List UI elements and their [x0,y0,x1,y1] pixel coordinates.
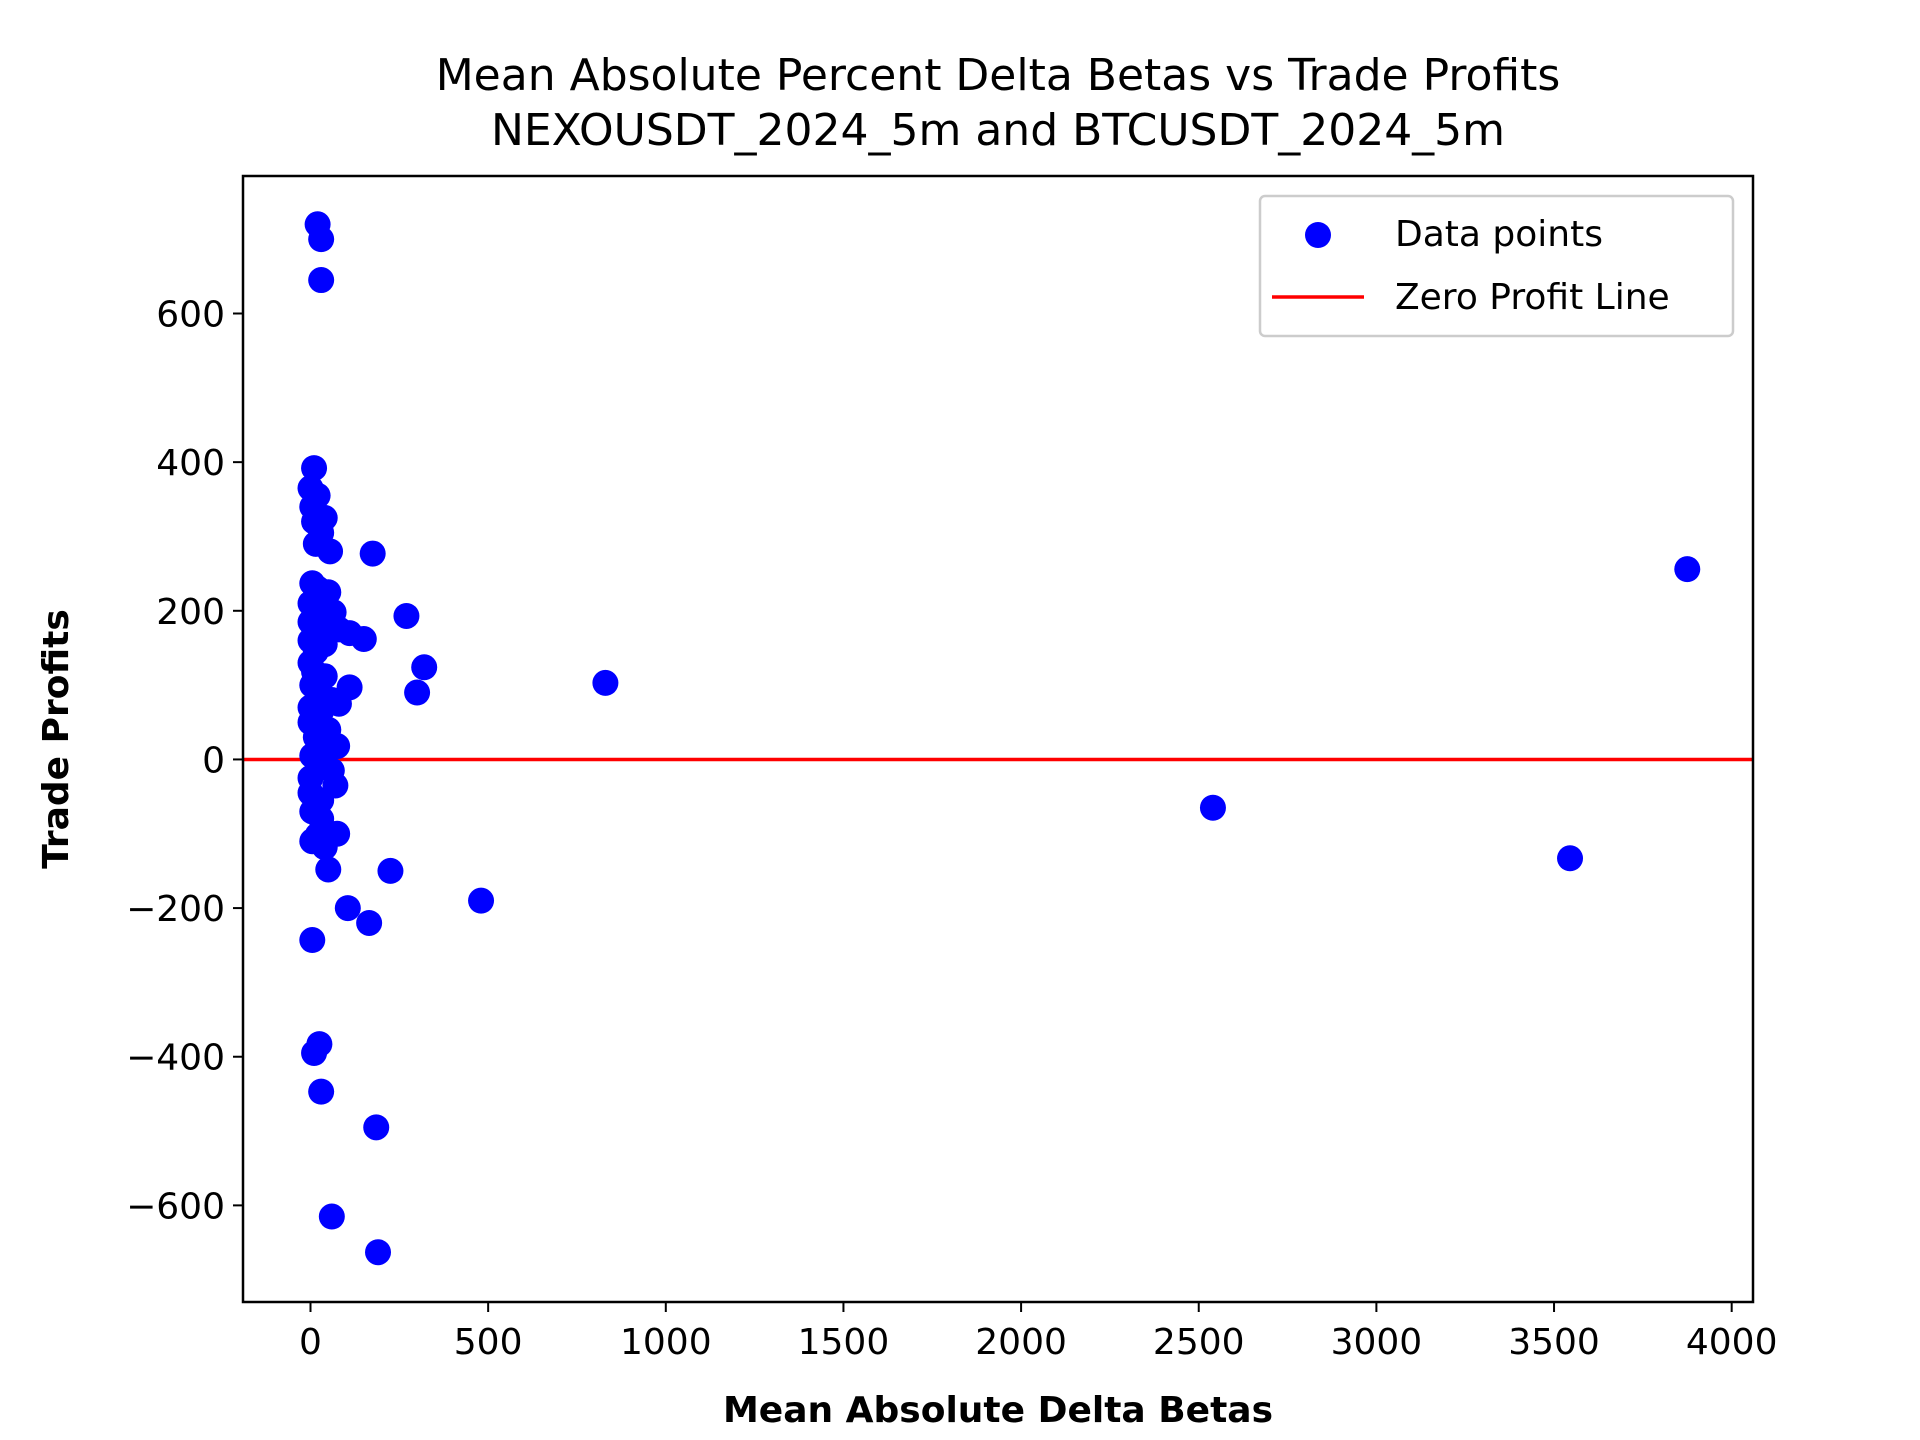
x-tick-label: 1000 [620,1322,712,1363]
data-point [1674,556,1701,583]
x-tick-label: 1500 [798,1322,890,1363]
x-tick-label: 3500 [1508,1322,1600,1363]
data-point [468,887,495,914]
y-tick-label: 200 [156,592,225,633]
data-point [299,927,326,954]
plot-area-frame [241,174,1755,1304]
chart-title: Mean Absolute Percent Delta Betas vs Tra… [436,50,1561,101]
y-axis-ticks: −600 −400 −200 0 200 400 600 [126,294,243,1227]
data-point [301,455,328,482]
legend-marker-data-points [1305,222,1331,248]
legend-label-data-points: Data points [1395,214,1603,255]
data-point [592,669,619,696]
data-point [308,1078,335,1105]
y-tick-label: −200 [126,889,225,930]
legend: Data points Zero Profit Line [1258,194,1735,338]
data-point [1557,845,1584,872]
data-point [1199,794,1226,821]
x-axis-label: Mean Absolute Delta Betas [723,1390,1273,1431]
data-point [311,834,338,861]
chart-subtitle: NEXOUSDT_2024_5m and BTCUSDT_2024_5m [491,105,1505,156]
y-tick-label: −400 [126,1038,225,1079]
y-tick-label: 600 [156,294,225,335]
data-point [334,895,361,922]
data-points [297,211,1701,1266]
data-point [315,856,342,883]
data-point [350,626,377,653]
legend-frame [1258,194,1735,338]
x-tick-label: 0 [299,1322,322,1363]
data-point [404,679,431,706]
data-point [308,267,335,294]
data-point [318,1203,345,1230]
data-point [411,654,438,681]
x-tick-label: 2000 [975,1322,1067,1363]
data-point [365,1239,392,1266]
x-tick-label: 2500 [1153,1322,1245,1363]
data-point [363,1114,390,1141]
x-tick-label: 4000 [1686,1322,1778,1363]
x-axis-ticks: 0 500 1000 1500 2000 2500 3000 3500 4000 [299,1302,1777,1363]
x-tick-label: 3000 [1331,1322,1423,1363]
data-point [359,540,386,567]
data-point [356,909,383,936]
legend-label-zero-profit: Zero Profit Line [1395,277,1670,318]
y-axis-label: Trade Profits [36,609,77,869]
y-tick-label: 400 [156,443,225,484]
data-point [377,857,404,884]
x-tick-label: 500 [454,1322,523,1363]
data-point [393,602,420,629]
data-point [301,1040,328,1067]
y-tick-label: 0 [202,740,225,781]
data-point [308,226,335,253]
y-tick-label: −600 [126,1186,225,1227]
data-point [317,538,344,565]
